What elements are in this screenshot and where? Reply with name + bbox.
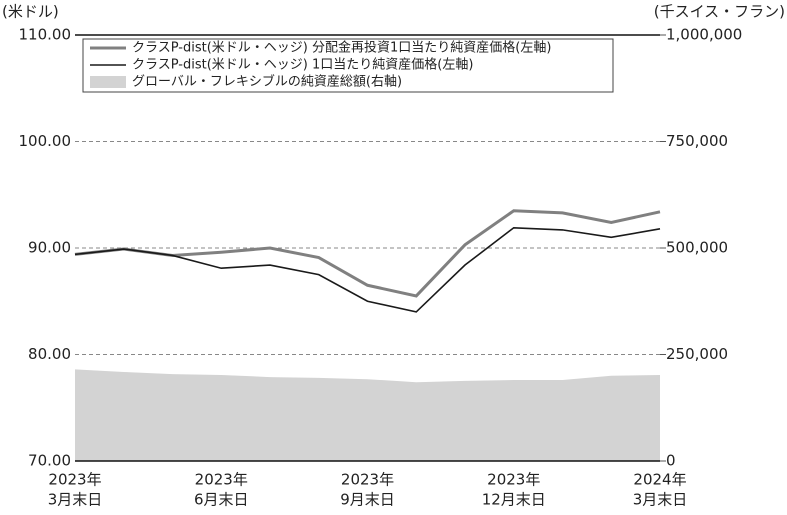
legend-swatch — [90, 76, 126, 88]
line — [74, 226, 661, 313]
y-tick-label: 80.00 — [28, 345, 71, 363]
x-tick-label: 2023年 — [195, 471, 248, 489]
x-tick-label: 3月末日 — [48, 491, 103, 509]
y2-axis-label: (千スイス・フラン) — [654, 3, 785, 21]
legend-label: クラスP-dist(米ドル・ヘッジ) 1口当たり純資産価格(左軸) — [132, 57, 473, 73]
x-tick-label: 12月末日 — [482, 491, 546, 509]
y2-tick-label: 750,000 — [666, 132, 728, 150]
area — [75, 369, 660, 461]
y-tick-label: 70.00 — [28, 452, 71, 470]
x-tick-label: 2024年 — [633, 471, 686, 489]
legend-box — [82, 38, 614, 93]
y2-tick-label: 500,000 — [666, 239, 728, 257]
x-tick-label: 2023年 — [48, 471, 101, 489]
x-tick-label: 6月末日 — [194, 491, 249, 509]
x-tick-label: 2023年 — [341, 471, 394, 489]
y2-tick-label: 250,000 — [666, 345, 728, 363]
line — [74, 209, 661, 298]
x-tick-label: 3月末日 — [633, 491, 688, 509]
y-tick-label: 100.00 — [19, 132, 72, 150]
y2-tick-label: 0 — [666, 452, 676, 470]
legend: クラスP-dist(米ドル・ヘッジ) 分配金再投資1口当たり純資産価格(左軸)ク… — [82, 38, 614, 93]
y-tick-label: 90.00 — [28, 239, 71, 257]
y-tick-label: 110.00 — [19, 26, 72, 44]
legend-label: グローバル・フレキシブルの純資産総額(右軸) — [132, 74, 402, 90]
y2-tick-label: 1,000,000 — [666, 26, 742, 44]
plot: 70.00 80.00 90.00 100.00 110.00 0 250,000 500,0… — [19, 26, 743, 509]
x-tick-label: 9月末日 — [340, 491, 395, 509]
x-tick-label: 2023年 — [487, 471, 540, 489]
y-axis-label: (米ドル) — [2, 3, 59, 21]
legend-label: クラスP-dist(米ドル・ヘッジ) 分配金再投資1口当たり純資産価格(左軸) — [132, 40, 551, 56]
